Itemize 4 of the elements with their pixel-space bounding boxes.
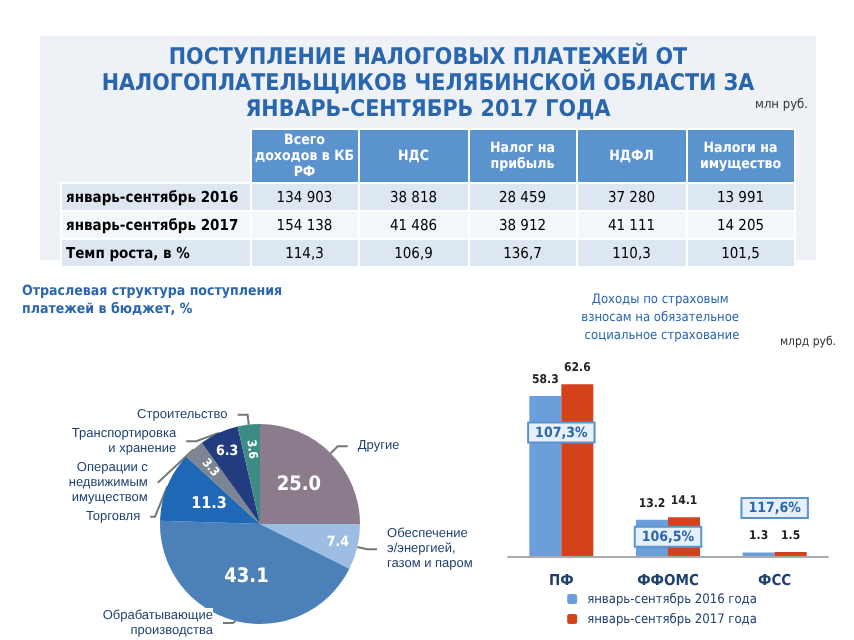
data-label: 25.0 [276, 474, 322, 497]
data-label: 11.3 [191, 494, 227, 513]
text: ПОСТУПЛЕНИЕ НАЛОГОВЫХ ПЛАТЕЖЕЙ ОТ НАЛОГОПЛАТЕЛЬЩИКОВ ЧЕЛЯБИНСКОЙ ОБЛАСТИ ЗА ЯНВАРЬ-СЕНТЯБРЬ 2017 ГОДА [101, 42, 755, 122]
data-label: 43.1 [224, 566, 269, 589]
